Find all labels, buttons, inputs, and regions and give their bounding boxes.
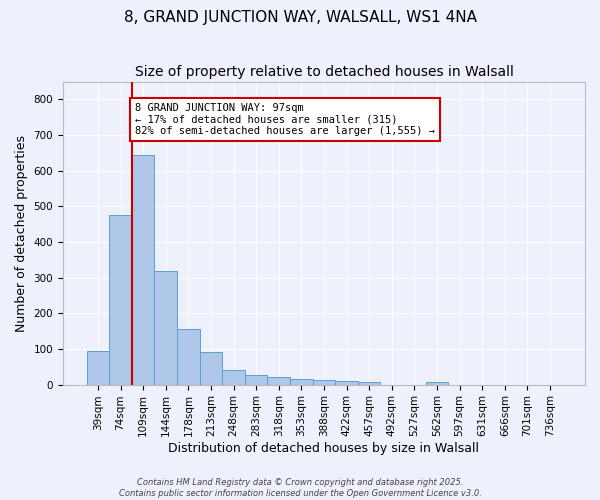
- Text: 8, GRAND JUNCTION WAY, WALSALL, WS1 4NA: 8, GRAND JUNCTION WAY, WALSALL, WS1 4NA: [124, 10, 476, 25]
- Bar: [86, 350, 109, 384]
- Bar: [154, 270, 177, 384]
- Y-axis label: Number of detached properties: Number of detached properties: [15, 134, 28, 332]
- Bar: [358, 382, 380, 384]
- Text: Contains HM Land Registry data © Crown copyright and database right 2025.
Contai: Contains HM Land Registry data © Crown c…: [119, 478, 481, 498]
- Text: 8 GRAND JUNCTION WAY: 97sqm
← 17% of detached houses are smaller (315)
82% of se: 8 GRAND JUNCTION WAY: 97sqm ← 17% of det…: [135, 103, 435, 136]
- Bar: [245, 375, 268, 384]
- Bar: [268, 378, 290, 384]
- Bar: [177, 328, 200, 384]
- Bar: [335, 381, 358, 384]
- Bar: [313, 380, 335, 384]
- Title: Size of property relative to detached houses in Walsall: Size of property relative to detached ho…: [134, 65, 514, 79]
- Bar: [222, 370, 245, 384]
- Bar: [290, 379, 313, 384]
- Bar: [109, 216, 132, 384]
- Bar: [200, 352, 222, 384]
- Bar: [132, 154, 154, 384]
- Bar: [425, 382, 448, 384]
- X-axis label: Distribution of detached houses by size in Walsall: Distribution of detached houses by size …: [169, 442, 479, 455]
